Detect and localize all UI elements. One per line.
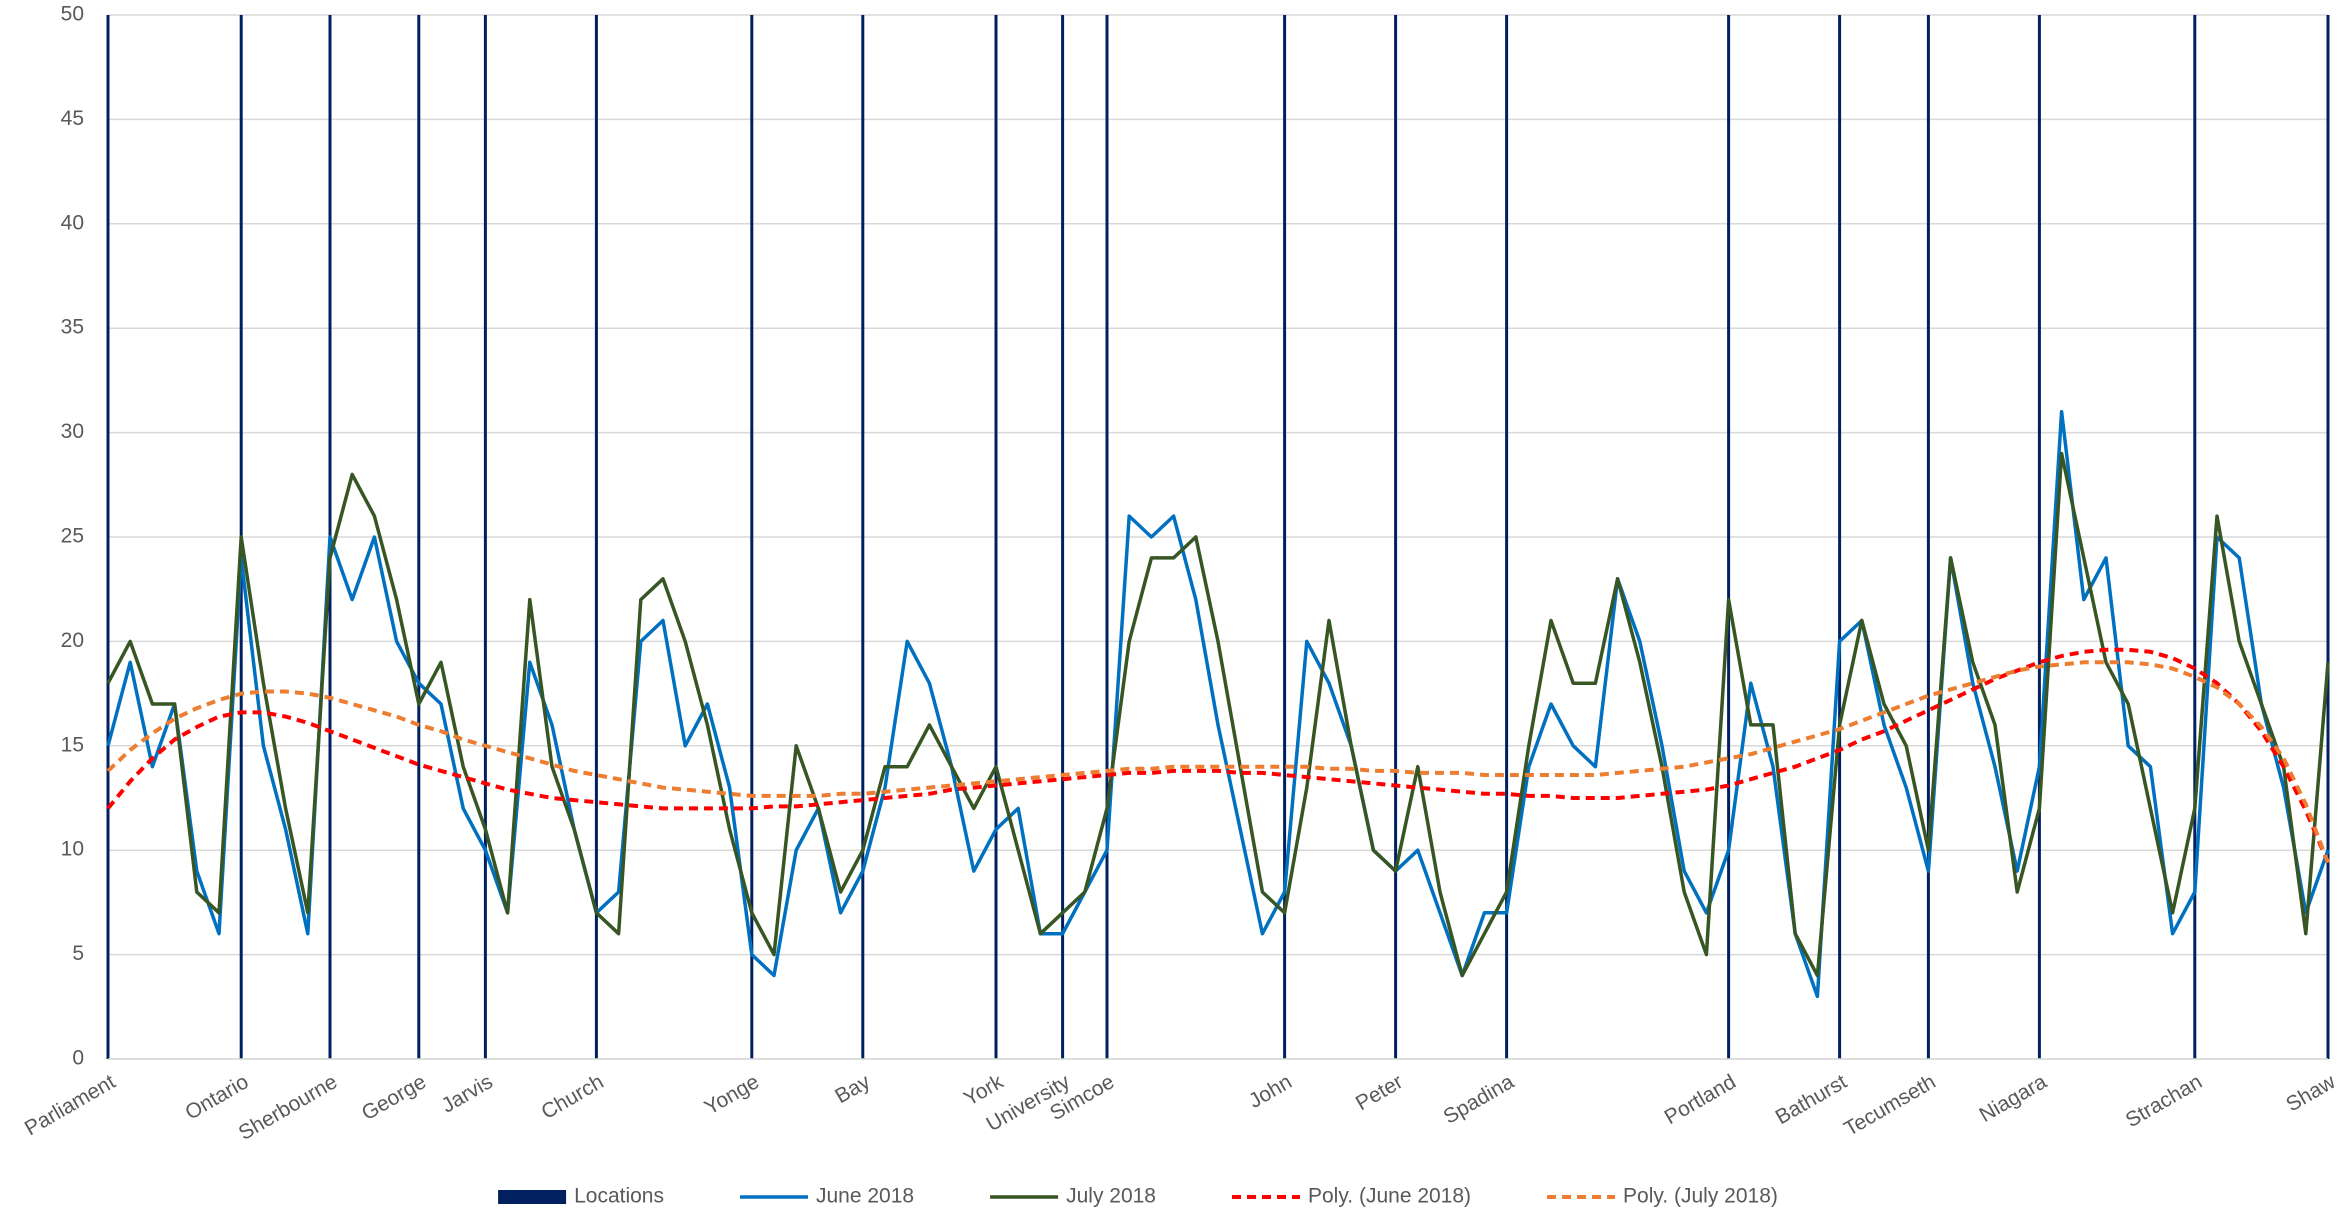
- location-line: [1838, 15, 1842, 1059]
- location-line: [2037, 15, 2041, 1059]
- trend-line: [106, 647, 2330, 864]
- legend-label: July 2018: [1066, 1185, 1156, 1208]
- location-line: [1061, 15, 1065, 1059]
- x-tick-label: Niagara: [1975, 1070, 2050, 1127]
- legend-swatch: [498, 1190, 567, 1204]
- x-tick-label: Spadina: [1440, 1070, 1519, 1129]
- x-tick-label: Peter: [1352, 1070, 1407, 1115]
- series-line: [106, 409, 2330, 999]
- x-tick-label: Tecumseth: [1840, 1070, 1939, 1141]
- y-tick-label: 40: [61, 211, 84, 234]
- legend-label: June 2018: [816, 1185, 914, 1208]
- trend-line: [106, 660, 2330, 864]
- x-tick-label: Sherbourne: [235, 1070, 342, 1145]
- x-tick-label: George: [358, 1070, 430, 1125]
- x-tick-label: Bay: [831, 1070, 874, 1108]
- x-tick-label: Jarvis: [438, 1070, 497, 1117]
- location-line: [594, 15, 598, 1059]
- y-tick-label: 10: [61, 838, 84, 861]
- location-line: [1727, 15, 1731, 1059]
- x-tick-label: Shaw: [2282, 1070, 2340, 1117]
- location-line: [1105, 15, 1109, 1059]
- x-tick-label: York: [960, 1070, 1008, 1111]
- y-tick-label: 25: [61, 525, 84, 548]
- location-line: [1283, 15, 1287, 1059]
- y-tick-label: 5: [72, 942, 84, 965]
- x-tick-label: Portland: [1661, 1070, 1740, 1129]
- location-line: [2326, 15, 2330, 1059]
- legend-label: Poly. (June 2018): [1308, 1185, 1471, 1208]
- x-tick-label: Bathurst: [1772, 1070, 1851, 1129]
- location-line: [994, 15, 998, 1059]
- location-line: [1505, 15, 1509, 1059]
- x-tick-label: Parliament: [21, 1070, 120, 1140]
- legend: Locations June 2018 July 2018 Poly. (June 2…: [498, 1185, 1778, 1208]
- x-tick-label: Church: [538, 1070, 608, 1124]
- y-tick-label: 30: [61, 420, 84, 443]
- x-tick-label: Strachan: [2122, 1070, 2206, 1132]
- series-line: [106, 451, 2330, 978]
- location-line: [1926, 15, 1930, 1059]
- location-line: [1394, 15, 1398, 1059]
- x-tick-label: John: [1245, 1070, 1296, 1113]
- legend-label: Locations: [574, 1185, 664, 1208]
- y-tick-label: 15: [61, 733, 84, 756]
- x-tick-label: Ontario: [181, 1070, 252, 1124]
- x-tick-label: Yonge: [701, 1070, 763, 1119]
- y-tick-label: 50: [61, 3, 84, 26]
- y-tick-label: 0: [72, 1047, 84, 1070]
- location-line: [483, 15, 487, 1059]
- location-line: [861, 15, 865, 1059]
- location-line: [417, 15, 421, 1059]
- location-line: [2193, 15, 2197, 1059]
- location-line: [106, 15, 110, 1059]
- y-tick-label: 35: [61, 316, 84, 339]
- location-line: [750, 15, 754, 1059]
- legend-label: Poly. (July 2018): [1623, 1185, 1778, 1208]
- y-tick-label: 20: [61, 629, 84, 652]
- y-tick-label: 45: [61, 107, 84, 130]
